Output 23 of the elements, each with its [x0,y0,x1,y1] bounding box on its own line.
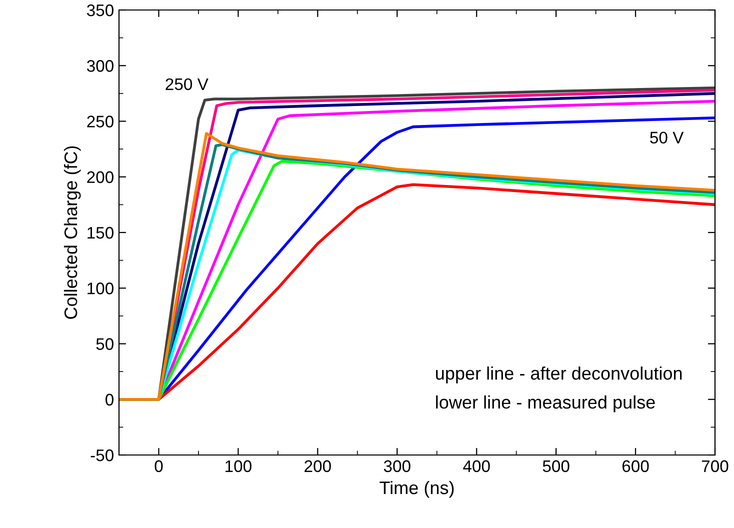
annotation: 50 V [650,132,684,144]
y-tick-label: 200 [87,171,114,184]
x-axis-title: Time (ns) [380,480,454,498]
y-tick-label: 150 [88,226,114,239]
y-tick-label: 100 [88,282,114,294]
x-tick-label: 500 [542,460,570,472]
y-tick-label: 350 [86,4,114,16]
annotation: lower line - measured pulse [436,395,655,412]
y-tick-label: 250 [87,116,114,128]
y-axis-title: Collected Charge (fC) [64,146,81,319]
x-tick-label: 100 [226,460,252,472]
annotation: 250 V [166,78,208,90]
annotation: upper line - after deconvolution [436,366,682,384]
x-tick-label: 400 [463,460,490,472]
y-tick-label: -50 [90,449,114,462]
x-tick-label: 0 [154,460,163,472]
y-tick-label: 0 [106,394,114,406]
y-tick-label: 50 [96,338,114,350]
x-tick-label: 300 [384,460,410,472]
x-tick-label: 600 [622,460,649,472]
x-tick-label: 700 [702,460,728,472]
y-tick-label: 300 [86,60,114,72]
x-tick-label: 200 [304,460,331,472]
